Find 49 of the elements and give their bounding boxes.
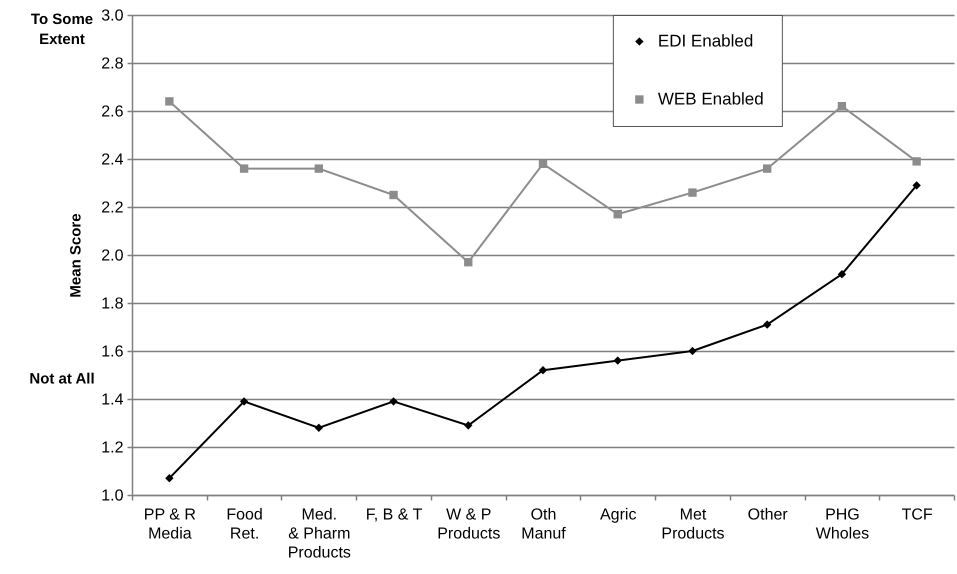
point xyxy=(240,164,248,173)
y-tick-label: 2.2 xyxy=(101,200,124,216)
y-tick-label: 2.6 xyxy=(101,104,124,120)
x-tick-label: PP & R Media xyxy=(144,506,196,542)
point xyxy=(614,356,622,365)
x-tick-label: Med. & Pharm Products xyxy=(288,506,351,562)
point xyxy=(165,97,174,106)
point xyxy=(314,164,323,173)
x-tick-label: F, B & T xyxy=(366,506,423,524)
y-tick-label: 1.0 xyxy=(101,488,124,504)
x-tick-label: W & P Products xyxy=(437,506,500,542)
x-tick-label: Agric xyxy=(600,506,636,524)
y-tick-label: 2.8 xyxy=(101,56,124,72)
x-tick-label: Food Ret. xyxy=(226,506,263,542)
legend-label: EDI Enabled xyxy=(658,32,754,50)
point xyxy=(538,366,548,374)
y-tick-label: 2.0 xyxy=(101,248,124,264)
y-tick-label: 1.6 xyxy=(101,344,124,360)
legend-label: WEB Enabled xyxy=(658,90,764,108)
y-tick-label: 1.2 xyxy=(101,440,124,456)
point xyxy=(314,424,323,432)
point xyxy=(912,157,921,166)
point xyxy=(838,102,846,110)
point xyxy=(240,397,248,406)
point xyxy=(763,320,772,329)
y-tick-label: 1.4 xyxy=(101,392,124,408)
text: Not at All xyxy=(29,370,95,388)
point xyxy=(538,160,548,168)
point xyxy=(912,181,921,190)
y-tick-label: 1.8 xyxy=(101,296,124,312)
point xyxy=(464,421,472,430)
point xyxy=(464,258,472,266)
x-tick-label: TCF xyxy=(902,506,933,524)
point xyxy=(688,188,697,197)
point xyxy=(838,270,846,278)
text: To Some Extent xyxy=(30,11,94,48)
y-tick-label: 2.4 xyxy=(101,152,124,168)
point xyxy=(614,210,622,218)
y-tick-label: 3.0 xyxy=(101,8,124,24)
x-tick-label: Other xyxy=(748,506,788,524)
point xyxy=(389,190,398,200)
y-axis-title: Mean Score xyxy=(67,213,84,298)
point xyxy=(763,164,772,173)
point xyxy=(165,474,174,482)
x-tick-label: Met Products xyxy=(661,506,725,542)
x-tick-label: Oth Manuf xyxy=(521,506,566,542)
x-tick-label: PHG Wholes xyxy=(816,506,870,542)
point xyxy=(688,346,697,356)
point xyxy=(389,397,398,406)
